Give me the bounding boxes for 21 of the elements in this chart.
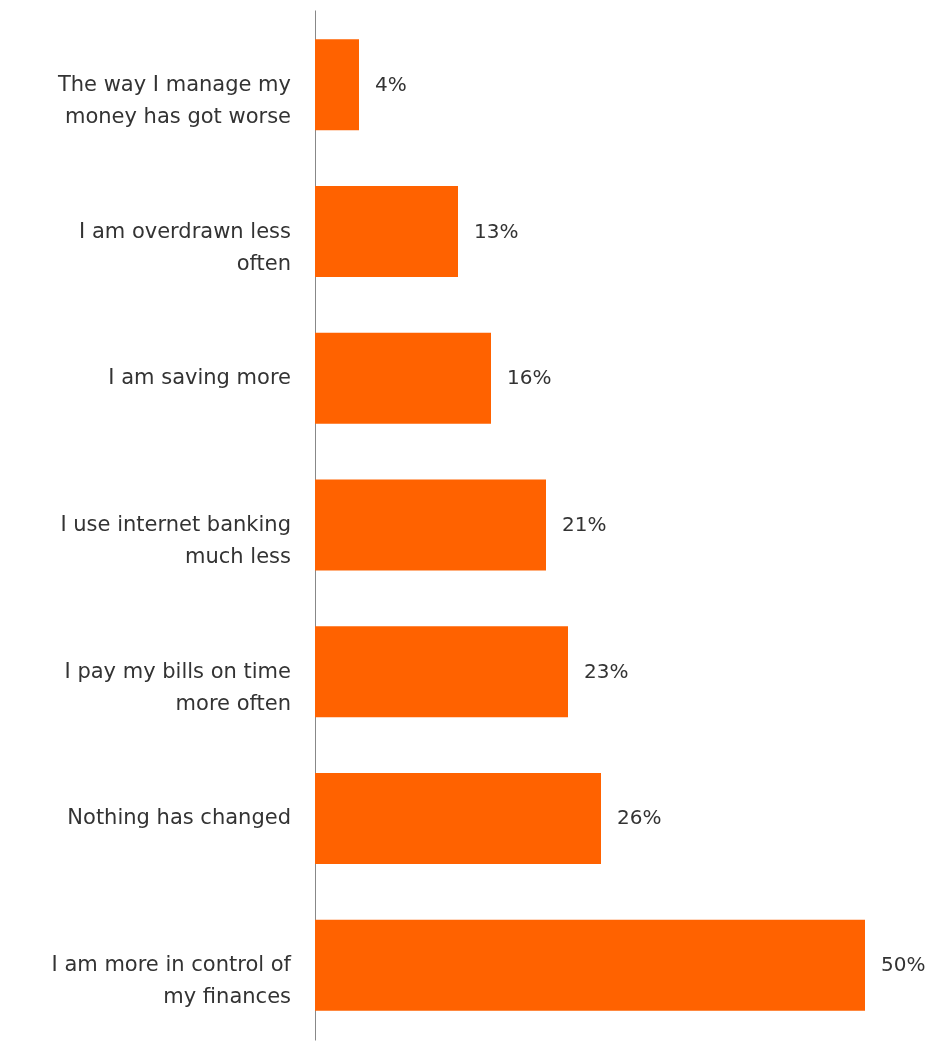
data-label: 4% [375, 71, 407, 96]
y-tick-label: Nothing has changed [67, 805, 291, 830]
data-label: 50% [881, 952, 926, 977]
y-tick-label: I am saving more [108, 365, 291, 390]
bar [315, 772, 601, 864]
y-tick-label: I use internet banking much less [60, 512, 291, 568]
y-tick-label: The way I manage my money has got worse [56, 71, 291, 128]
data-label: 13% [474, 218, 519, 243]
data-label: 16% [507, 365, 552, 390]
bar [315, 919, 865, 1011]
y-tick-label: I am overdrawn less often [79, 218, 291, 275]
bar [315, 186, 458, 278]
y-tick-label: I pay my bills on time more often [64, 658, 291, 715]
data-label: 23% [584, 658, 629, 683]
bar [315, 332, 491, 424]
bar [315, 479, 546, 571]
bar [315, 39, 359, 131]
y-tick-label: I am more in control of my finances [51, 952, 292, 1009]
bar [315, 626, 568, 718]
data-label: 21% [562, 512, 607, 536]
data-label: 26% [617, 805, 662, 830]
